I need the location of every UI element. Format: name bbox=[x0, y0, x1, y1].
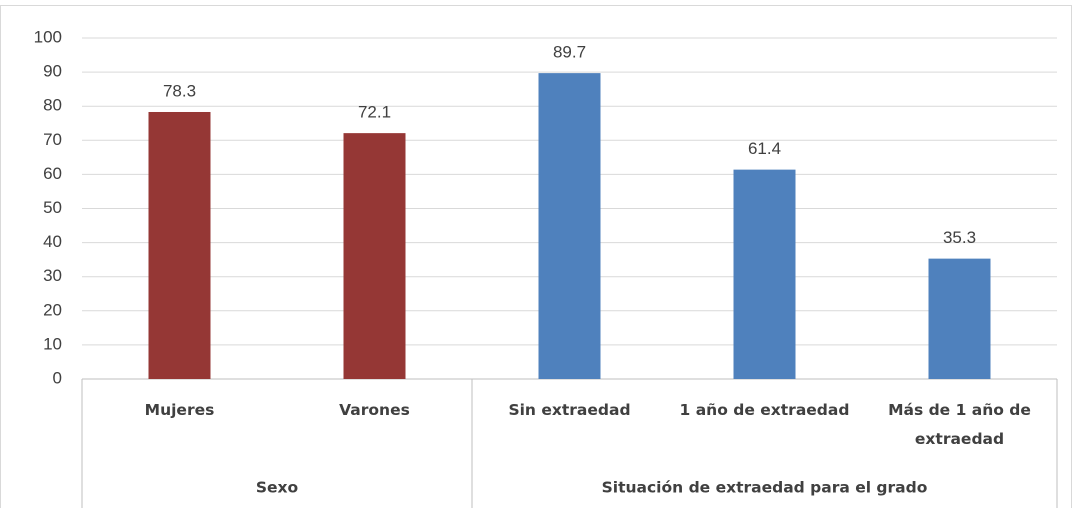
y-tick-label: 40 bbox=[43, 232, 62, 251]
value-label: 61.4 bbox=[748, 139, 781, 158]
x-tick-label: Varones bbox=[339, 401, 410, 419]
y-tick-label: 80 bbox=[43, 96, 62, 115]
y-tick-label: 20 bbox=[43, 300, 62, 319]
y-tick-label: 70 bbox=[43, 130, 62, 149]
value-label: 35.3 bbox=[943, 228, 976, 247]
y-tick-label: 90 bbox=[43, 62, 62, 81]
x-tick-label-box: Más de 1 año de extraedad bbox=[888, 401, 1031, 448]
y-tick-label: 50 bbox=[43, 198, 62, 217]
bar bbox=[343, 133, 406, 379]
bar bbox=[733, 169, 796, 379]
value-label: 72.1 bbox=[358, 103, 391, 122]
y-tick-label: 0 bbox=[53, 368, 62, 387]
bar bbox=[538, 73, 601, 380]
y-tick-label: 100 bbox=[34, 27, 62, 46]
y-tick-label: 10 bbox=[43, 334, 62, 353]
value-label: 78.3 bbox=[163, 81, 196, 100]
x-tick-label-box: Varones bbox=[339, 401, 410, 419]
y-tick-label: 60 bbox=[43, 164, 62, 183]
bar bbox=[148, 111, 211, 379]
x-tick-label: 1 año de extraedad bbox=[679, 401, 850, 419]
x-tick-label: Mujeres bbox=[144, 401, 215, 419]
value-label: 89.7 bbox=[553, 43, 586, 62]
group-label: Sexo bbox=[256, 479, 298, 497]
x-tick-label-box: Sin extraedad bbox=[508, 401, 631, 419]
y-tick-label: 30 bbox=[43, 266, 62, 285]
x-tick-label: Sin extraedad bbox=[508, 401, 631, 419]
chart-border bbox=[0, 5, 1072, 508]
bar bbox=[928, 258, 991, 379]
x-tick-label: Más de 1 año de extraedad bbox=[888, 401, 1031, 448]
x-tick-label-box: Mujeres bbox=[144, 401, 215, 419]
group-label: Situación de extraedad para el grado bbox=[602, 479, 928, 497]
x-tick-label-box: 1 año de extraedad bbox=[679, 401, 850, 419]
